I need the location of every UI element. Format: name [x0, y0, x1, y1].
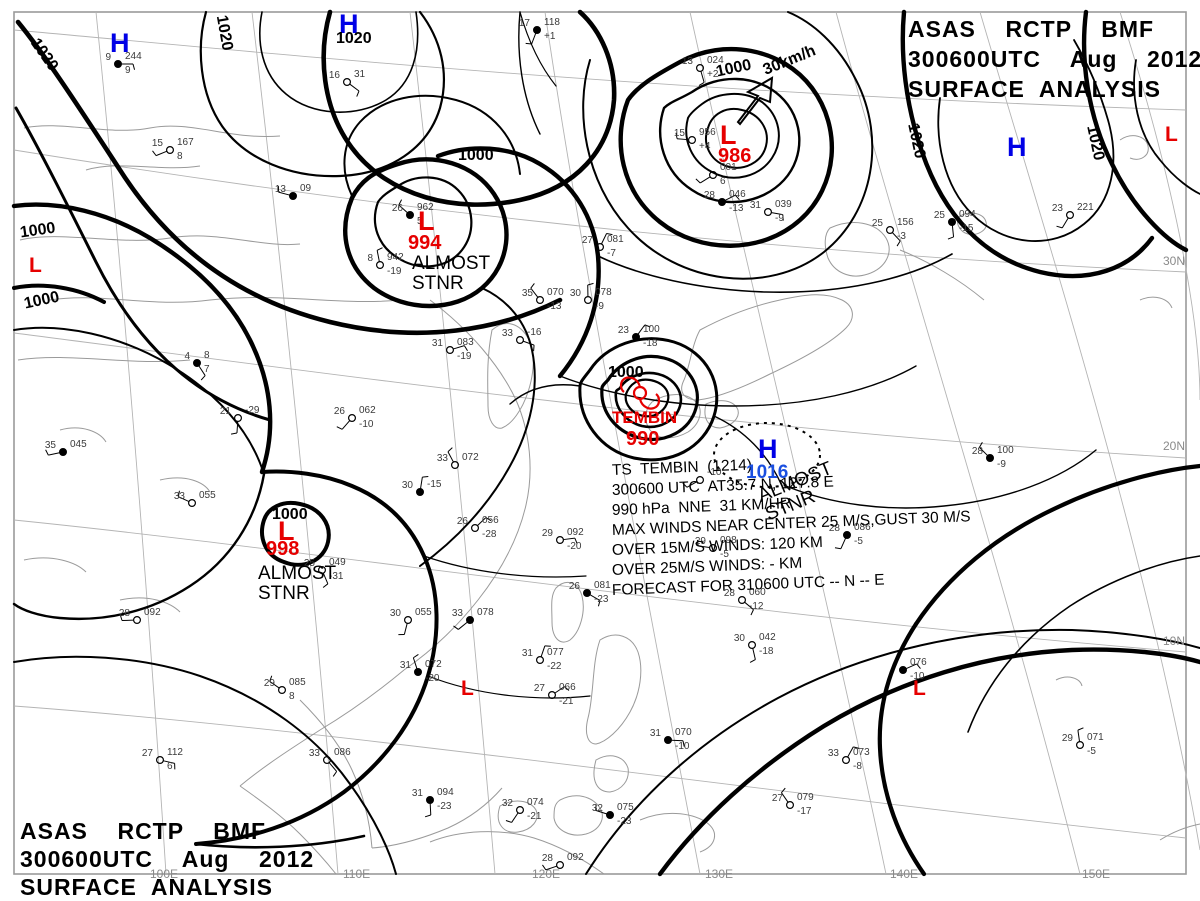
lon-label-100e: 100E	[150, 867, 178, 881]
lon-label-110e: 110E	[343, 867, 370, 881]
lon-label-120e: 120E	[532, 867, 560, 881]
lat-label-30n: 30N	[1163, 254, 1185, 268]
lat-label-20n: 20N	[1163, 439, 1185, 453]
lon-label-150e: 150E	[1082, 867, 1110, 881]
lon-label-140e: 140E	[890, 867, 918, 881]
lat-label-10n: 10N	[1163, 634, 1185, 648]
lon-label-130e: 130E	[705, 867, 733, 881]
